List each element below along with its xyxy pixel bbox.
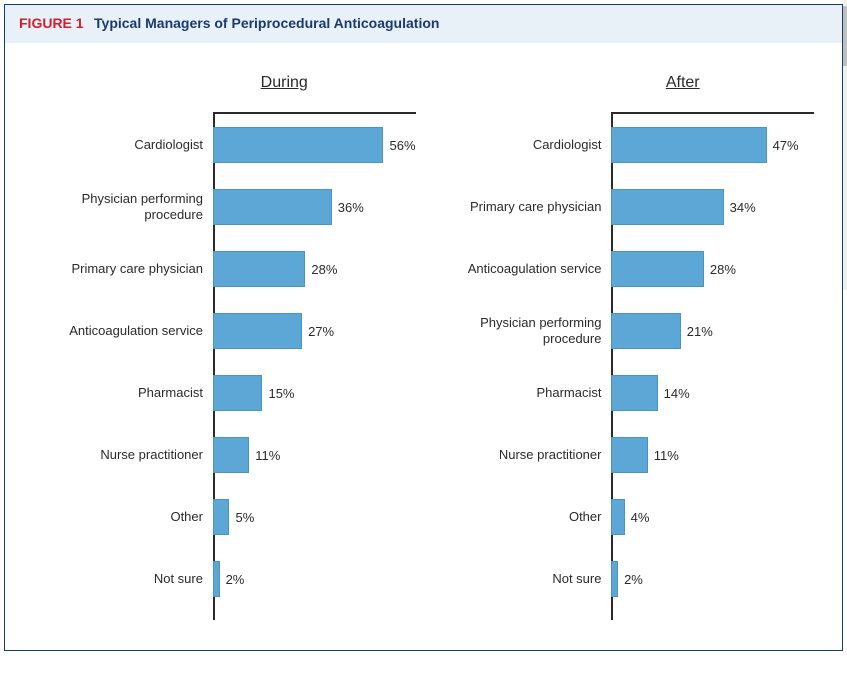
bars-region: Cardiologist47%Primary care physician34%… (611, 112, 814, 610)
bar-rect (213, 561, 220, 597)
bar-label: Other (28, 509, 203, 525)
bar-value: 47% (773, 138, 799, 153)
bar-rect (611, 127, 766, 163)
bar-value: 11% (654, 448, 679, 463)
bar-value: 15% (268, 386, 294, 401)
bar-label: Nurse practitioner (426, 447, 601, 463)
bar-label: Pharmacist (28, 385, 203, 401)
bar-rect (213, 375, 263, 411)
bar-row: Nurse practitioner11% (213, 424, 416, 486)
bar-row: Anticoagulation service27% (213, 300, 416, 362)
bar-value: 11% (255, 448, 280, 463)
figure-container: FIGURE 1 Typical Managers of Periprocedu… (4, 4, 843, 651)
bar-label: Cardiologist (426, 137, 601, 153)
chart-panel-during: During Cardiologist56%Physician performi… (33, 74, 416, 610)
bar-rect (611, 437, 647, 473)
chart-title: During (33, 74, 416, 92)
bar-value: 21% (687, 324, 713, 339)
bar-value: 27% (308, 324, 334, 339)
bar-label: Not sure (426, 571, 601, 587)
bar-value: 4% (631, 510, 650, 525)
bar-rect (213, 437, 249, 473)
bar-row: Anticoagulation service28% (611, 238, 814, 300)
bar-row: Pharmacist14% (611, 362, 814, 424)
bar-row: Pharmacist15% (213, 362, 416, 424)
bar-value: 2% (624, 572, 643, 587)
bar-label: Primary care physician (28, 261, 203, 277)
scrollbar-track[interactable] (843, 0, 847, 290)
bar-value: 5% (235, 510, 254, 525)
bar-value: 28% (311, 262, 337, 277)
bar-label: Nurse practitioner (28, 447, 203, 463)
figure-header: FIGURE 1 Typical Managers of Periprocedu… (5, 5, 842, 44)
bar-rect (611, 313, 680, 349)
bar-rect (213, 251, 305, 287)
bar-value: 28% (710, 262, 736, 277)
bar-label: Physician performing procedure (426, 315, 601, 346)
bar-rect (611, 561, 618, 597)
bar-rect (213, 189, 332, 225)
bar-rect (213, 313, 302, 349)
bar-rect (611, 375, 657, 411)
scrollbar-thumb[interactable] (843, 6, 847, 66)
figure-title: Typical Managers of Periprocedural Antic… (94, 15, 439, 31)
bar-label: Physician performing procedure (28, 191, 203, 222)
bar-value: 2% (226, 572, 245, 587)
charts-area: During Cardiologist56%Physician performi… (5, 44, 842, 650)
bar-label: Anticoagulation service (426, 261, 601, 277)
chart-panel-after: After Cardiologist47%Primary care physic… (431, 74, 814, 610)
bar-row: Not sure2% (611, 548, 814, 610)
bar-label: Other (426, 509, 601, 525)
figure-label: FIGURE 1 (19, 15, 84, 31)
bars-region: Cardiologist56%Physician performing proc… (213, 112, 416, 610)
bar-row: Cardiologist47% (611, 114, 814, 176)
bar-value: 34% (730, 200, 756, 215)
bar-rect (213, 499, 230, 535)
chart-title: After (431, 74, 814, 92)
bar-row: Primary care physician28% (213, 238, 416, 300)
bar-row: Primary care physician34% (611, 176, 814, 238)
bar-label: Pharmacist (426, 385, 601, 401)
bar-row: Not sure2% (213, 548, 416, 610)
bar-label: Anticoagulation service (28, 323, 203, 339)
bar-rect (213, 127, 384, 163)
bar-label: Primary care physician (426, 199, 601, 215)
bar-row: Nurse practitioner11% (611, 424, 814, 486)
bar-value: 14% (664, 386, 690, 401)
bar-row: Cardiologist56% (213, 114, 416, 176)
bar-label: Cardiologist (28, 137, 203, 153)
bar-value: 56% (389, 138, 415, 153)
bar-value: 36% (338, 200, 364, 215)
bar-row: Physician performing procedure21% (611, 300, 814, 362)
bar-rect (611, 189, 723, 225)
bar-label: Not sure (28, 571, 203, 587)
bar-row: Physician performing procedure36% (213, 176, 416, 238)
bar-row: Other5% (213, 486, 416, 548)
bar-rect (611, 499, 624, 535)
bar-row: Other4% (611, 486, 814, 548)
bar-rect (611, 251, 703, 287)
